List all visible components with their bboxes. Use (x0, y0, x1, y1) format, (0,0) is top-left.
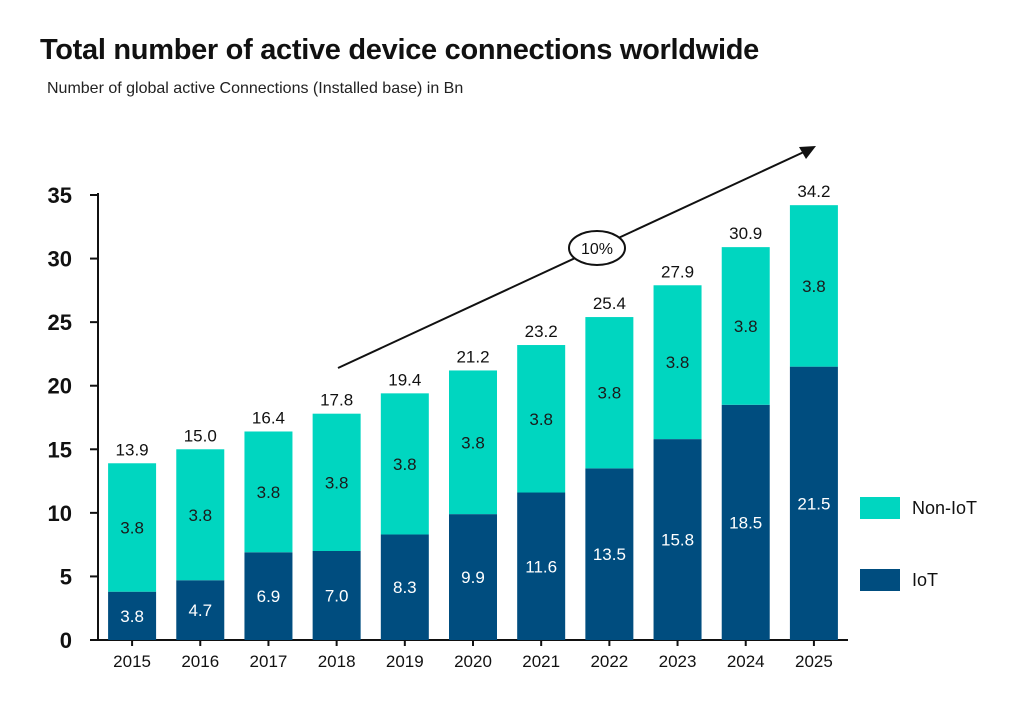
growth-arrow-line (337, 150, 807, 369)
legend-swatch-iot (860, 569, 900, 591)
bar-iot (653, 439, 702, 640)
bar-non-iot (449, 370, 497, 515)
bar-non-iot (789, 205, 838, 367)
bar-non-iot (108, 463, 157, 592)
legend-item-non-iot: Non-IoT (860, 497, 1020, 519)
data-label-iot: 21.5 (797, 494, 830, 513)
y-tick-label: 0 (60, 628, 72, 653)
data-label-iot: 15.8 (661, 531, 694, 550)
legend-label-non-iot: Non-IoT (912, 497, 978, 518)
data-label-iot: 11.6 (525, 557, 557, 576)
data-label-iot: 8.3 (393, 578, 417, 597)
data-label-iot: 6.9 (257, 587, 281, 606)
data-label-non-iot: 3.8 (325, 473, 349, 492)
growth-rate-label: 10% (581, 241, 613, 258)
data-label-non-iot: 3.8 (257, 483, 281, 502)
bar-iot (176, 580, 225, 640)
data-label-total: 21.2 (456, 347, 489, 366)
x-tick-label: 2015 (113, 652, 151, 671)
y-tick-label: 30 (48, 247, 72, 272)
x-tick-label: 2018 (318, 652, 356, 671)
x-tick-label: 2021 (522, 652, 560, 671)
data-label-total: 13.9 (116, 440, 149, 459)
growth-arrowhead (799, 146, 816, 159)
data-label-non-iot: 3.8 (120, 518, 144, 537)
bar-iot (312, 551, 361, 640)
bar-iot (244, 552, 293, 640)
y-tick-label: 10 (48, 501, 72, 526)
bar-iot (449, 514, 497, 640)
x-tick-label: 2025 (795, 652, 833, 671)
chart-title: Total number of active device connection… (40, 34, 759, 66)
y-tick-label: 5 (60, 564, 72, 589)
y-tick-label: 35 (48, 183, 72, 208)
legend-item-iot: IoT (860, 569, 1020, 591)
bar-iot (721, 404, 770, 640)
data-label-non-iot: 3.8 (598, 384, 622, 403)
data-label-non-iot: 3.8 (529, 410, 553, 429)
data-label-non-iot: 3.8 (188, 506, 212, 525)
x-tick-label: 2023 (659, 652, 697, 671)
data-label-non-iot: 3.8 (734, 317, 758, 336)
bar-iot (517, 492, 566, 640)
data-label-iot: 9.9 (461, 568, 485, 587)
x-tick-label: 2024 (727, 652, 765, 671)
legend-swatch-non-iot (860, 497, 900, 519)
x-tick-label: 2019 (386, 652, 424, 671)
bar-non-iot (380, 393, 429, 535)
bar-iot (108, 591, 157, 640)
data-label-iot: 18.5 (729, 513, 762, 532)
growth-rate-oval (568, 230, 626, 266)
data-label-iot: 3.8 (120, 607, 144, 626)
data-label-iot: 7.0 (325, 587, 349, 606)
data-label-total: 23.2 (525, 322, 558, 341)
x-tick-label: 2016 (181, 652, 219, 671)
bar-iot (585, 468, 634, 640)
data-label-total: 30.9 (729, 224, 762, 243)
bar-non-iot (244, 431, 293, 553)
bar-non-iot (517, 345, 566, 493)
bar-non-iot (312, 413, 361, 551)
bar-iot (789, 366, 838, 640)
data-label-total: 15.0 (184, 426, 217, 445)
bar-non-iot (721, 247, 770, 405)
bar-non-iot (653, 285, 702, 440)
data-label-non-iot: 3.8 (461, 433, 485, 452)
data-label-total: 34.2 (797, 182, 830, 201)
bar-non-iot (585, 317, 634, 469)
x-tick-label: 2022 (590, 652, 628, 671)
chart-subtitle: Number of global active Connections (Ins… (47, 80, 464, 97)
legend-label-iot: IoT (912, 569, 939, 590)
data-label-non-iot: 3.8 (393, 455, 417, 474)
data-label-total: 19.4 (388, 370, 421, 389)
bar-non-iot (176, 449, 225, 581)
x-tick-label: 2017 (250, 652, 288, 671)
data-label-iot: 13.5 (593, 545, 626, 564)
y-tick-label: 15 (48, 437, 72, 462)
y-tick-label: 20 (48, 374, 72, 399)
data-label-total: 25.4 (593, 294, 626, 313)
data-label-total: 16.4 (252, 408, 285, 427)
data-label-total: 17.8 (320, 391, 353, 410)
data-label-non-iot: 3.8 (666, 353, 690, 372)
x-tick-label: 2020 (454, 652, 492, 671)
data-label-iot: 4.7 (188, 601, 212, 620)
y-tick-label: 25 (48, 310, 72, 335)
bar-iot (380, 534, 429, 640)
data-label-total: 27.9 (661, 262, 694, 281)
data-label-non-iot: 3.8 (802, 277, 826, 296)
